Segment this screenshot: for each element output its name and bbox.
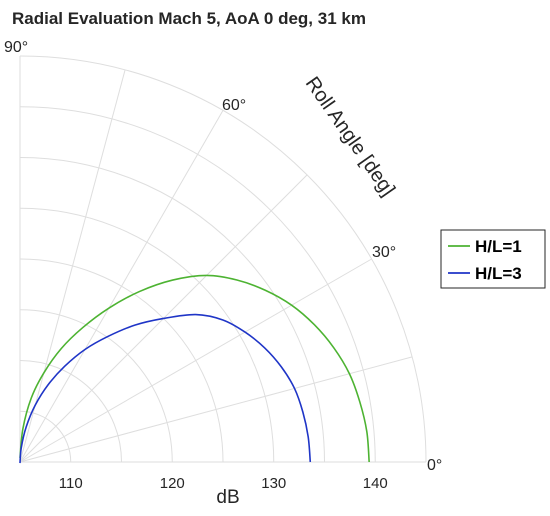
series-line-1 [19,274,370,463]
grid-spoke-60 [19,110,224,463]
radial-axis-label: dB [216,487,239,508]
legend-label-2: H/L=3 [475,264,522,283]
angular-tick-90: 90° [4,39,28,56]
series-line-2 [19,313,312,464]
tick-labels: 110 120 130 140 0° 30° 60° 90° [4,39,442,492]
legend-label-1: H/L=1 [475,237,522,256]
radial-tick-130: 130 [261,475,286,492]
legend-box [440,229,546,289]
radial-tick-110: 110 [59,475,83,492]
polar-grid [19,55,427,463]
grid-spoke-75 [19,69,126,463]
angular-tick-0: 0° [427,457,442,474]
radial-tick-120: 120 [160,475,185,492]
legend: H/L=1 H/L=3 [440,229,546,289]
angular-tick-60: 60° [222,97,246,114]
angular-tick-30: 30° [372,244,396,261]
grid-spoke-30 [19,258,372,463]
angular-axis-label: Roll Angle [deg] [301,73,399,200]
chart-title: Radial Evaluation Mach 5, AoA 0 deg, 31 … [12,9,366,28]
series-layer [19,274,370,464]
radial-tick-140: 140 [363,475,388,492]
grid-spoke-15 [19,356,413,463]
